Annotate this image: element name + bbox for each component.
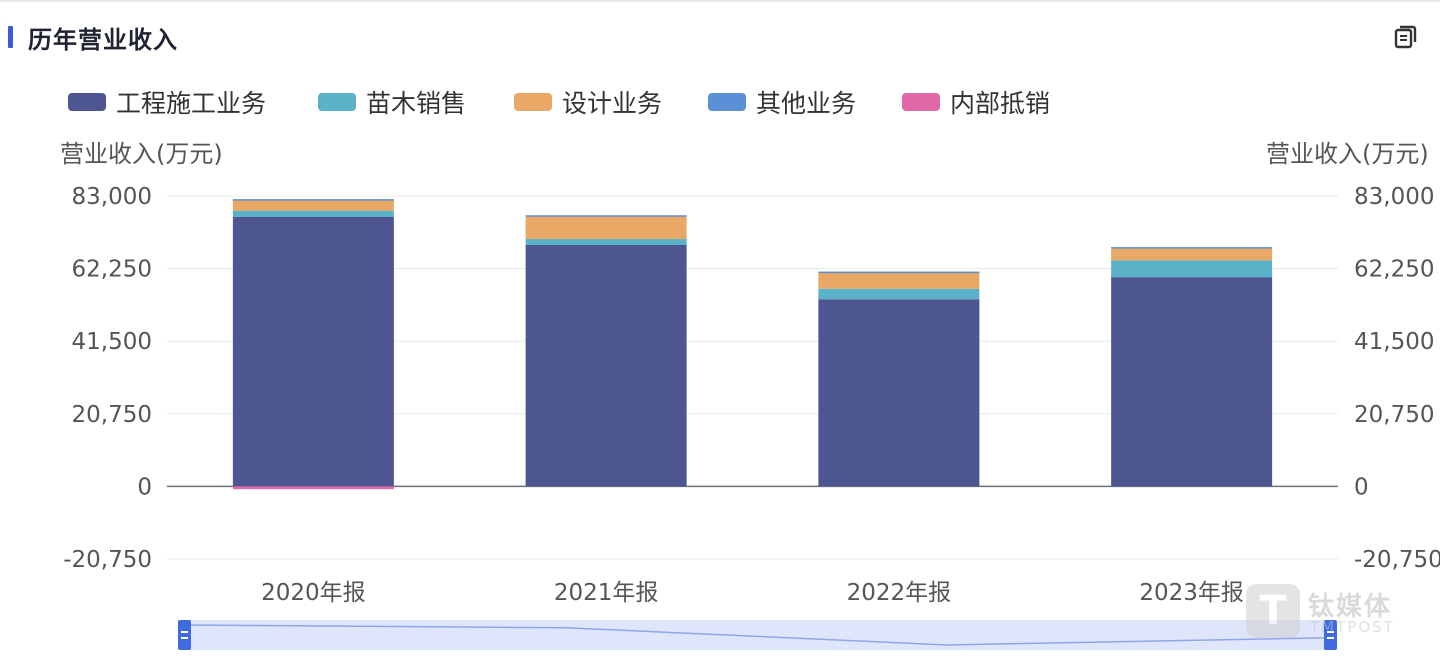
legend-item-nursery[interactable]: 苗木销售 [318,84,466,120]
y-tick-label-right: 83,000 [1354,184,1434,210]
legend-swatch [514,93,552,111]
bar-segment[interactable] [1111,260,1273,278]
bar-segment[interactable] [818,271,980,274]
y-tick-label-right: 20,750 [1354,402,1434,428]
legend-swatch [708,93,746,111]
y-tick-label-left: 20,750 [72,402,152,428]
bar-segment[interactable] [818,288,980,300]
legend-swatch [318,93,356,111]
slider-track[interactable] [184,620,1328,650]
bar-segment[interactable] [525,215,687,240]
y-tick-label-right: -20,750 [1354,547,1440,573]
slider-trend-path [183,624,1329,646]
bar-segment[interactable] [232,486,394,490]
title-accent-bar [8,26,13,48]
legend-item-engineering[interactable]: 工程施工业务 [68,84,266,120]
watermark-mark: T [1259,588,1287,634]
legend-label: 内部抵销 [950,89,1051,118]
legend-label: 工程施工业务 [116,89,267,118]
bar-segment[interactable] [1111,247,1273,249]
x-tick-label: 2020年报 [261,580,366,606]
legend-label: 设计业务 [562,89,663,118]
slider-handle-right[interactable] [1324,620,1337,650]
x-tick-label: 2022年报 [847,580,952,606]
x-tick-label: 2021年报 [554,580,659,606]
legend-swatch [68,93,106,111]
legend-item-design[interactable]: 设计业务 [514,84,662,120]
y-tick-label-left: 41,500 [72,329,152,355]
y-tick-label-left: 83,000 [72,184,152,210]
y-axis-title-right: 营业收入(万元) [1266,140,1429,168]
bar-segment[interactable] [232,199,394,211]
bar-segment[interactable] [232,216,394,487]
y-tick-label-right: 62,250 [1354,257,1434,283]
watermark-box [1246,584,1300,638]
slider-handle-left[interactable] [178,620,191,650]
y-tick-label-left: 0 [137,474,152,500]
legend-item-other[interactable]: 其他业务 [708,84,856,120]
y-tick-label-right: 0 [1354,474,1369,500]
slider-trend-line [183,624,1329,646]
watermark-text-en: TMTPOST [1310,618,1395,636]
y-tick-label-right: 41,500 [1354,329,1434,355]
bar-segment[interactable] [232,210,394,217]
legend-swatch [902,93,940,111]
bar-segment[interactable] [232,199,394,201]
bar-segment[interactable] [818,299,980,487]
legend-item-elimination[interactable]: 内部抵销 [902,84,1050,120]
watermark-logo: T 钛媒体 TMTPOST [1246,584,1436,638]
x-tick-label: 2023年报 [1139,580,1244,606]
legend-label: 其他业务 [756,89,857,118]
watermark-text-cn: 钛媒体 [1308,592,1393,622]
chart-title: 历年营业收入 [28,26,178,54]
bar-segment[interactable] [818,271,980,289]
legend-label: 苗木销售 [366,89,467,118]
bar-segment[interactable] [1111,247,1273,261]
top-border [0,0,1440,2]
y-tick-label-left: -20,750 [63,547,152,573]
bar-segment[interactable] [525,215,687,217]
y-axis-title-left: 营业收入(万元) [60,140,223,168]
bar-segment[interactable] [525,239,687,245]
copy-icon[interactable] [1392,24,1418,50]
bar-segment[interactable] [1111,277,1273,487]
y-tick-label-left: 62,250 [72,257,152,283]
data-zoom-slider[interactable] [178,620,1337,650]
bar-segment[interactable] [525,244,687,487]
